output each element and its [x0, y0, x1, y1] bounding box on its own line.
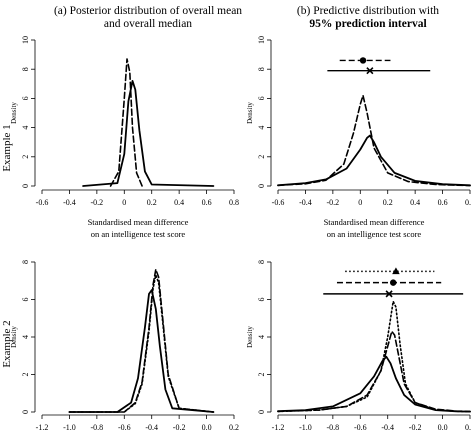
- x-tick-label: -0.8: [327, 423, 340, 432]
- y-tick-label: 4: [21, 126, 30, 130]
- density-curve-solid: [277, 134, 471, 187]
- x-tick-label: -0.4: [299, 198, 312, 207]
- y-tick-label: 6: [257, 298, 266, 302]
- y-tick-label: 2: [21, 373, 30, 377]
- x-tick-label: -0.2: [327, 198, 340, 207]
- density-curve-solid: [277, 355, 471, 413]
- x-tick-label: 0.2: [229, 423, 239, 432]
- x-tick-label: 0.4: [410, 198, 420, 207]
- y-tick-label: 6: [21, 96, 30, 100]
- interval-marker-circle: [359, 57, 367, 64]
- x-tick-label: -0.2: [409, 423, 422, 432]
- x-tick-label: -0.6: [272, 198, 285, 207]
- row-label-example-1: Example 1: [1, 124, 13, 171]
- title-a-line1: (a) Posterior distribution of overall me…: [54, 5, 242, 17]
- title-b-line2: 95% prediction interval: [309, 18, 426, 30]
- density-curve-dotted: [277, 300, 471, 413]
- y-tick-label: 10: [257, 36, 266, 44]
- row-label-example-2: Example 2: [1, 320, 13, 367]
- density-curve-dotted: [68, 274, 215, 413]
- y-axis-label: Density: [10, 102, 18, 124]
- x-tick-label: -0.4: [145, 423, 158, 432]
- y-tick-label: 0: [257, 410, 266, 414]
- x-tick-label: 0.0: [438, 423, 448, 432]
- interval-marker-circle: [390, 279, 397, 286]
- y-tick-label: 2: [257, 373, 266, 377]
- x-tick-label: -1.2: [36, 423, 49, 432]
- interval-marker-cross: [385, 290, 393, 298]
- density-curve-dashed: [277, 94, 471, 187]
- x-axis-label: Standardised mean difference: [324, 217, 425, 227]
- x-tick-label: 0.6: [202, 198, 212, 207]
- panel-3: 0 2 4 6 8 Density -1.2 -1.0 -0.8 -0.6 -0.4 -0.2 0.0 0…: [10, 260, 239, 432]
- y-tick-label: 2: [257, 155, 266, 159]
- x-tick-label: -1.2: [272, 423, 285, 432]
- y-axis-label: Density: [246, 102, 254, 124]
- density-curve-dashed: [277, 330, 471, 413]
- interval-marker-triangle: [392, 267, 400, 275]
- x-tick-label: 0.2: [147, 198, 157, 207]
- x-tick-label: -0.6: [36, 198, 49, 207]
- panel-4: 0 2 4 6 8 Density -1.2 -1.0 -0.8 -0.6 -0.4 -0.2 0.0 0…: [246, 260, 471, 432]
- y-tick-label: 0: [21, 184, 30, 188]
- density-curve-dashed: [109, 58, 143, 187]
- x-axis-label: on an intelligence test score: [327, 229, 422, 239]
- title-b-line1: (b) Predictive distribution with: [297, 5, 439, 17]
- interval-marker-cross: [366, 67, 374, 75]
- x-tick-label: -0.2: [173, 423, 186, 432]
- y-tick-label: 4: [257, 126, 266, 130]
- x-tick-label: -0.4: [381, 423, 394, 432]
- x-tick-label: -1.0: [299, 423, 312, 432]
- plot-area: 0 2 4 6 8 10 Density -0.6 -0.4 -0.2 0 0.2 0.4 0.6 0.8 S…: [10, 36, 471, 432]
- density-curve-solid: [82, 80, 215, 187]
- y-tick-label: 8: [21, 67, 30, 71]
- x-axis-label: Standardised mean difference: [88, 217, 189, 227]
- x-tick-label: -0.4: [63, 198, 76, 207]
- x-tick-label: -0.8: [91, 423, 104, 432]
- y-tick-label: 8: [257, 260, 266, 264]
- y-tick-label: 8: [257, 67, 266, 71]
- y-tick-label: 4: [21, 335, 30, 339]
- panel-1: 0 2 4 6 8 10 Density -0.6 -0.4 -0.2 0 0.2 0.4 0.6 0.8 S…: [10, 36, 239, 239]
- x-tick-label: -0.6: [354, 423, 367, 432]
- y-axis-label: Density: [246, 326, 254, 348]
- x-tick-label: 0.4: [174, 198, 184, 207]
- x-tick-label: 0.8: [465, 198, 471, 207]
- x-tick-label: 0.2: [465, 423, 471, 432]
- y-tick-label: 8: [21, 260, 30, 264]
- density-curve-dashed: [68, 268, 215, 413]
- y-tick-label: 4: [257, 335, 266, 339]
- x-tick-label: 0: [358, 198, 362, 207]
- x-tick-label: 0.0: [202, 423, 212, 432]
- density-curve-solid: [68, 289, 215, 413]
- panel-2: 0 2 4 6 8 10 Density -0.6 -0.4 -0.2 0 0.2 0.4 0.6 0.8 S…: [246, 36, 471, 239]
- y-tick-label: 10: [21, 36, 30, 44]
- y-tick-label: 6: [257, 96, 266, 100]
- x-tick-label: 0.8: [229, 198, 239, 207]
- x-tick-label: 0: [122, 198, 126, 207]
- y-axis-label: Density: [10, 326, 18, 348]
- y-tick-label: 0: [257, 184, 266, 188]
- y-tick-label: 6: [21, 298, 30, 302]
- y-tick-label: 0: [21, 410, 30, 414]
- title-a-line2: and overall median: [104, 18, 192, 30]
- x-tick-label: 0.2: [383, 198, 393, 207]
- x-axis-label: on an intelligence test score: [91, 229, 186, 239]
- x-tick-label: -0.6: [118, 423, 131, 432]
- x-tick-label: -0.2: [91, 198, 104, 207]
- y-tick-label: 2: [21, 155, 30, 159]
- x-tick-label: -1.0: [63, 423, 76, 432]
- x-tick-label: 0.6: [438, 198, 448, 207]
